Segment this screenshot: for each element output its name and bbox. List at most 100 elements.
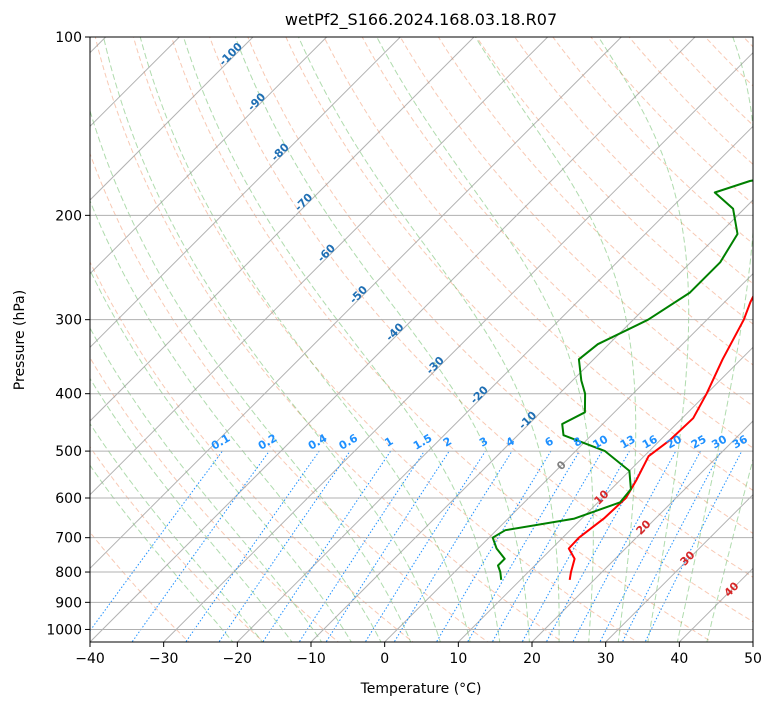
x-tick-label: −30 [149,651,179,667]
mixing-ratio-label: 0.4 [306,431,330,452]
dry-adiabat-line [94,37,564,642]
pressure-gridlines [90,37,753,630]
moist-adiabat-line [183,37,501,642]
x-tick-label: 50 [744,651,762,667]
isotherm-label: -10 [516,409,539,432]
mixing-ratio-label: 3 [477,435,490,450]
sounding-line [567,294,753,581]
mixing-ratio-line [325,450,450,642]
isotherm-line [236,125,753,642]
mixing-ratio-line [393,450,513,642]
y-tick-label: 1000 [46,622,82,638]
dry-adiabat-line [90,152,489,642]
isotherm-line [384,272,753,642]
mixing-ratio-label: 6 [543,434,556,449]
isotherm-label: -80 [269,140,292,163]
y-tick-label: 300 [55,313,82,329]
x-tick-label: −40 [75,651,105,667]
isotherm-line [163,51,753,642]
moist-adiabat-line [103,37,441,642]
dry-adiabat-line [769,24,775,645]
mixing-ratio-label: 1.5 [411,432,434,453]
mixing-ratio-lines [90,450,743,642]
moist-adiabat-lines [90,37,753,642]
y-tick-label: 500 [55,444,82,460]
x-tick-label: 10 [449,651,467,667]
y-tick-label: 700 [55,531,82,547]
mixing-ratio-label: 20 [664,432,684,451]
x-axis-title: Temperature (°C) [360,681,482,697]
moist-adiabat-line [298,37,560,642]
isotherm-label: -60 [315,241,338,264]
mixing-ratio-label: 13 [618,433,638,452]
x-tick-label: 40 [670,651,688,667]
moist-adiabat-line [676,37,753,642]
dry-adiabat-line [285,37,753,535]
isotherm-label: -30 [424,354,447,377]
dry-adiabat-line [399,37,753,407]
y-tick-label: 100 [55,30,82,46]
mixing-ratio-label: 30 [709,432,729,451]
y-axis: 1000 900 800 700 600 500 400 300 200 100 [46,30,90,638]
isotherm-line [457,346,753,642]
moist-adiabat-line [90,377,293,642]
isotherm-line [752,641,753,642]
isotherm-line [531,420,753,642]
isotherm-line [678,567,753,642]
dry-adiabat-line [704,37,753,87]
isotherm-label: -70 [292,190,315,213]
mixing-ratio-label: 36 [730,432,750,451]
dry-adiabat-line [590,37,753,205]
sounding-line [491,179,753,581]
sounding-series [491,179,753,581]
plot-frame [89,36,754,643]
isotherm-line [90,37,549,496]
moist-adiabat-line [598,37,690,642]
isotherm-line [310,199,753,642]
mixing-ratio-line [435,450,552,642]
mixing-ratio-line [599,450,701,642]
dry-adiabat-line [247,37,753,578]
mixing-ratio-line [621,450,722,642]
dry-adiabat-line [170,37,713,642]
adiabat-label: 10 [592,487,612,507]
mixing-ratio-line [185,450,320,642]
isotherm-label: -90 [245,90,268,113]
isotherm-label: -40 [383,320,406,343]
isotherm-line [605,493,753,642]
y-tick-label: 400 [55,387,82,403]
isotherm-label: -100 [216,40,245,69]
mixing-ratio-label: 25 [689,433,709,452]
dry-adiabat-line [90,446,265,642]
y-tick-label: 200 [55,208,82,224]
skewed-isotherm-lines [90,37,753,642]
x-tick-label: −20 [223,651,253,667]
mixing-ratio-line [466,450,580,642]
y-tick-label: 800 [55,565,82,581]
mixing-ratio-label: 10 [591,432,611,451]
mixing-ratio-line [491,450,603,642]
x-axis: −40 −30 −20 −10 0 10 20 30 40 50 [75,642,762,667]
adiabat-label: 20 [634,517,654,537]
moist-adiabat-line [90,199,382,642]
moist-adiabat-line [139,37,471,642]
dry-adiabat-line [476,37,753,325]
x-tick-label: −10 [296,651,326,667]
x-tick-label: 20 [523,651,541,667]
y-axis-title: Pressure (hPa) [12,290,28,390]
adiabat-label: 30 [678,548,698,568]
isotherm-line [90,37,401,349]
y-tick-label: 900 [55,595,82,611]
moist-adiabat-line [706,457,753,642]
isotherm-line [90,37,475,422]
moist-adiabat-line [90,327,323,642]
mixing-ratio-line [572,450,677,642]
dry-adiabat-line [90,260,414,642]
isotherm-line [90,37,328,275]
moist-adiabat-line [90,422,264,642]
moist-adiabat-line [474,37,637,642]
isotherm-line [90,37,696,642]
isotherm-label: -20 [468,383,491,406]
moist-adiabat-line [376,37,594,642]
